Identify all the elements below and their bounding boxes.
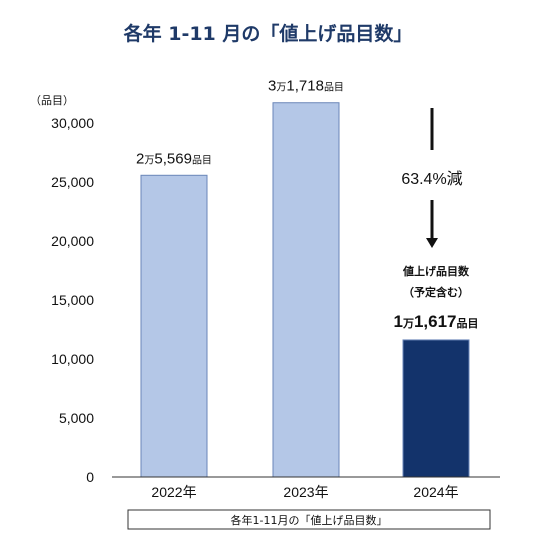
y-tick-label: 25,000 [51, 174, 94, 190]
y-tick-label: 5,000 [59, 410, 94, 426]
bar-2024年 [402, 339, 470, 478]
y-tick-label: 20,000 [51, 233, 94, 249]
bar-2022年 [140, 174, 208, 478]
data-label: 3万1,718品目 [268, 78, 344, 95]
footer-box [127, 509, 491, 530]
y-tick-label: 15,000 [51, 292, 94, 308]
y-axis-ticks: 0 5,000 10,000 15,000 20,000 25,000 30,000 [51, 115, 94, 485]
bars [140, 102, 470, 478]
data-label: 1万1,617品目 [393, 312, 478, 331]
decrease-label: 63.4%減 [401, 170, 462, 188]
note-line-2: （予定含む） [403, 285, 469, 299]
chart-title: 各年 1-11 月の「値上げ品目数」 [123, 22, 413, 45]
arrow-down-icon [426, 238, 438, 248]
y-tick-label: 10,000 [51, 351, 94, 367]
bar-2023年 [272, 102, 340, 478]
x-axis-categories: 2022年 2023年 2024年 [151, 484, 458, 500]
note-line-1: 値上げ品目数 [402, 264, 470, 278]
data-label: 2万5,569品目 [136, 150, 212, 167]
category-label: 2024年 [413, 484, 458, 500]
y-tick-label: 30,000 [51, 115, 94, 131]
y-axis-label: （品目） [30, 94, 74, 107]
y-tick-label: 0 [86, 469, 94, 485]
data-labels: 2万5,569品目 3万1,718品目 1万1,617品目 [136, 78, 478, 331]
category-label: 2023年 [283, 484, 328, 500]
footer-caption: 各年1-11月の「値上げ品目数」 [231, 513, 388, 527]
category-label: 2022年 [151, 484, 196, 500]
